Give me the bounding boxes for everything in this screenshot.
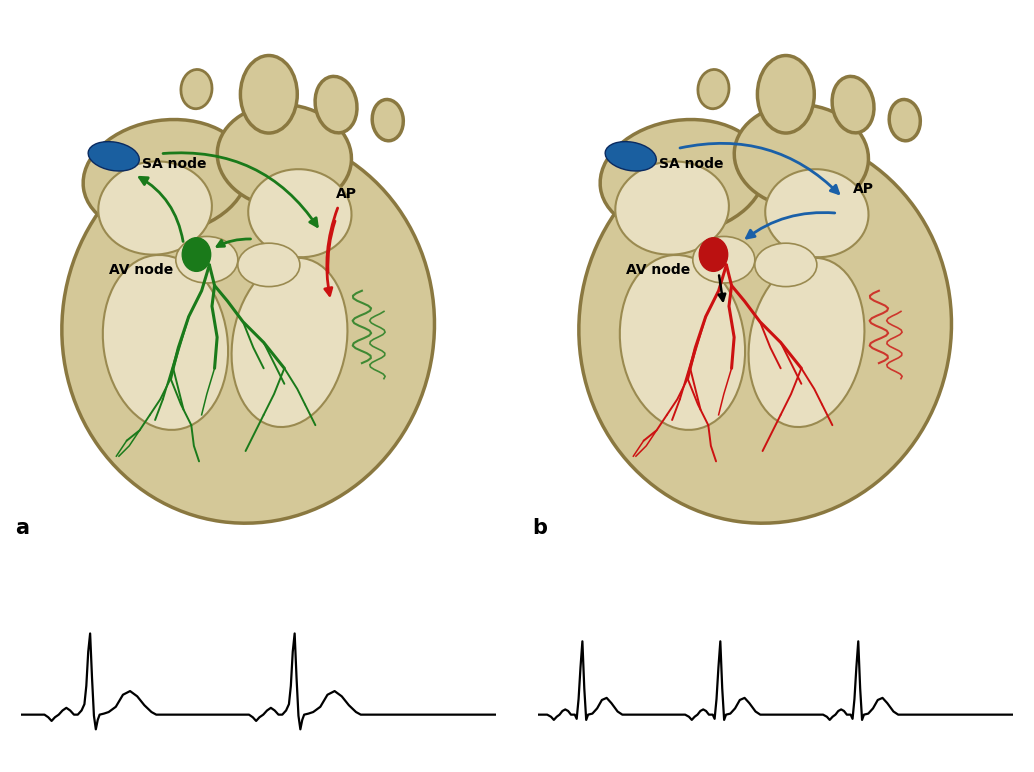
Text: AV node: AV node <box>626 263 690 277</box>
Ellipse shape <box>241 56 298 133</box>
Ellipse shape <box>98 161 212 255</box>
Ellipse shape <box>181 69 212 109</box>
Ellipse shape <box>248 169 352 257</box>
Text: SA node: SA node <box>143 157 207 171</box>
Ellipse shape <box>749 258 864 427</box>
FancyArrowPatch shape <box>747 212 834 238</box>
Ellipse shape <box>62 130 434 523</box>
FancyArrowPatch shape <box>140 178 183 242</box>
Text: a: a <box>16 518 30 538</box>
Ellipse shape <box>315 76 357 133</box>
Ellipse shape <box>182 238 211 271</box>
Ellipse shape <box>615 161 729 255</box>
Ellipse shape <box>693 236 755 283</box>
Ellipse shape <box>102 255 229 430</box>
Ellipse shape <box>83 120 248 235</box>
Text: AV node: AV node <box>109 263 173 277</box>
Ellipse shape <box>600 120 765 235</box>
Ellipse shape <box>757 56 815 133</box>
Ellipse shape <box>765 169 869 257</box>
Ellipse shape <box>605 141 657 171</box>
Ellipse shape <box>699 238 728 271</box>
Ellipse shape <box>372 100 403 141</box>
FancyArrowPatch shape <box>719 276 725 301</box>
Ellipse shape <box>232 258 347 427</box>
Text: AP: AP <box>336 187 357 201</box>
FancyArrowPatch shape <box>325 208 338 296</box>
Ellipse shape <box>217 104 352 208</box>
Text: AP: AP <box>853 181 874 195</box>
Ellipse shape <box>176 236 238 283</box>
Ellipse shape <box>238 243 300 286</box>
Ellipse shape <box>832 76 874 133</box>
FancyArrowPatch shape <box>680 144 839 194</box>
Text: SA node: SA node <box>660 157 724 171</box>
Ellipse shape <box>88 141 140 171</box>
Ellipse shape <box>579 130 951 523</box>
Ellipse shape <box>698 69 729 109</box>
FancyArrowPatch shape <box>328 221 335 273</box>
FancyArrowPatch shape <box>217 239 250 246</box>
Ellipse shape <box>889 100 920 141</box>
FancyArrowPatch shape <box>163 153 317 226</box>
Text: b: b <box>533 518 548 538</box>
Ellipse shape <box>619 255 746 430</box>
Ellipse shape <box>755 243 817 286</box>
Ellipse shape <box>734 104 869 208</box>
